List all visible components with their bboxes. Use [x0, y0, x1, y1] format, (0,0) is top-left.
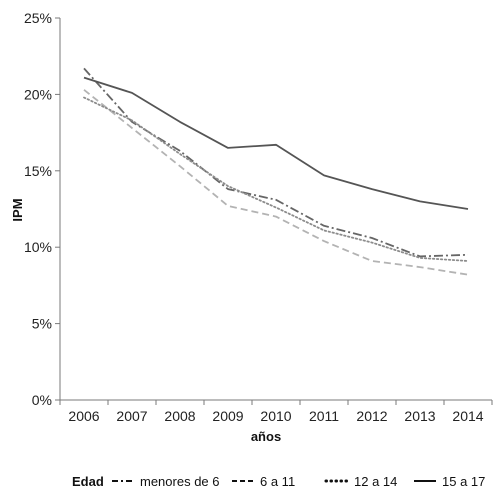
x-tick-label: 2008	[164, 408, 195, 424]
series-line	[83, 89, 469, 276]
x-tick-label: 2011	[309, 408, 339, 424]
series-12-a-14	[83, 96, 469, 262]
legend-item: menores de 6	[112, 474, 220, 489]
series-line	[83, 76, 469, 210]
y-axis-title: IPM	[10, 198, 25, 221]
y-tick-label: 15%	[24, 163, 52, 179]
series-line	[83, 96, 469, 262]
x-tick-label: 2012	[356, 408, 387, 424]
series-menores-de-6	[83, 67, 469, 258]
x-tick-label: 2013	[404, 408, 435, 424]
series-layer	[83, 67, 469, 276]
x-tick-label: 2010	[260, 408, 291, 424]
legend-label: 12 a 14	[354, 474, 397, 489]
plot-area: 0% 5% 10% 15% 20% 25% 2006 2007 2008 2009 2010 201…	[24, 10, 493, 424]
legend-label: 15 a 17	[442, 474, 485, 489]
y-axis-ticks: 0% 5% 10% 15% 20% 25%	[24, 10, 60, 408]
x-tick-label: 2014	[452, 408, 483, 424]
x-tick-label: 2006	[68, 408, 99, 424]
y-tick-label: 0%	[32, 392, 52, 408]
legend-items: menores de 6 6 a 11 12 a 14 15 a 17	[112, 474, 485, 489]
y-tick-label: 20%	[24, 86, 52, 102]
legend: Edad menores de 6 6 a 11 12 a 14 15 a 17	[72, 474, 485, 489]
y-tick-label: 5%	[32, 316, 52, 332]
legend-item: 6 a 11	[232, 474, 295, 489]
legend-item: 12 a 14	[324, 474, 397, 489]
x-axis-title: años	[251, 429, 281, 444]
legend-item: 15 a 17	[414, 474, 485, 489]
x-tick-label: 2007	[116, 408, 147, 424]
x-tick-label: 2009	[212, 408, 243, 424]
y-tick-label: 10%	[24, 239, 52, 255]
series-6-a-11	[83, 89, 469, 276]
legend-label: 6 a 11	[260, 474, 295, 489]
series-15-a-17	[83, 76, 469, 210]
x-axis-ticks: 2006 2007 2008 2009 2010 2011 2012 2013 2014	[59, 400, 493, 424]
series-line	[83, 67, 469, 258]
legend-label: menores de 6	[140, 474, 220, 489]
y-tick-label: 25%	[24, 10, 52, 26]
legend-title: Edad	[72, 474, 104, 489]
